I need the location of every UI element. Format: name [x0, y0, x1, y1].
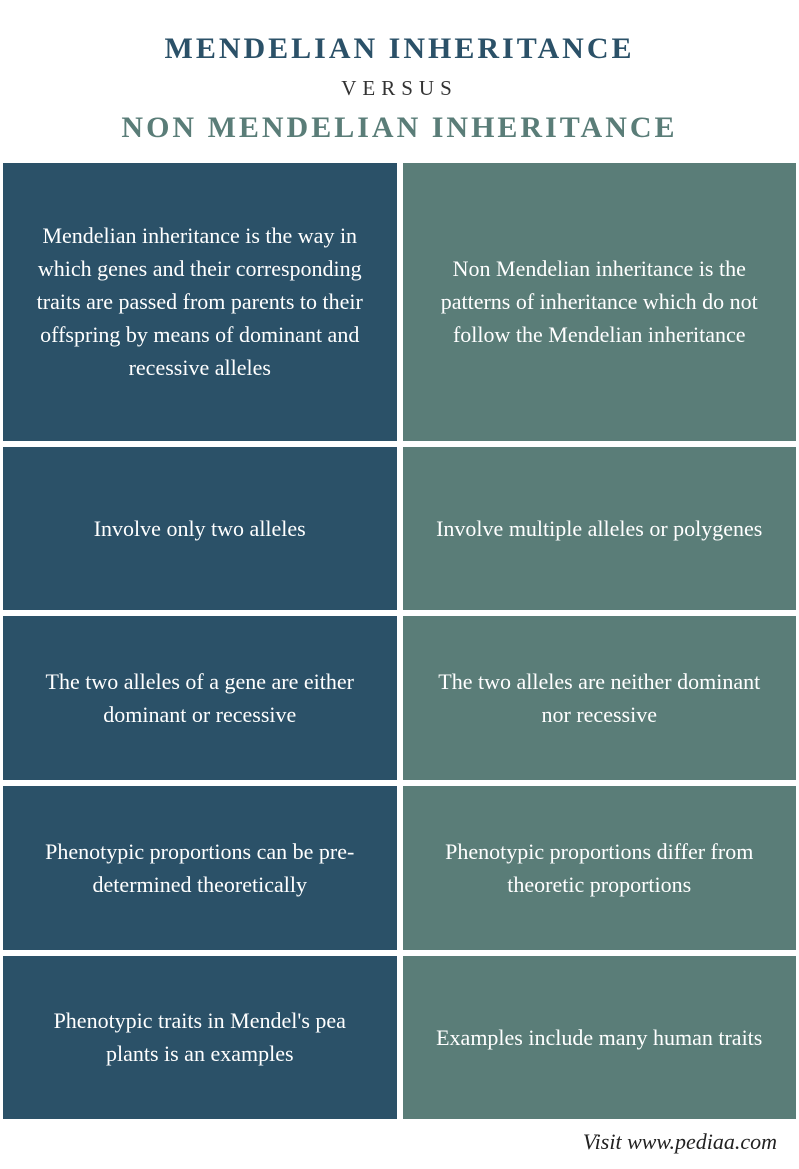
table-row: The two alleles of a gene are either dom… [3, 616, 796, 786]
header: MENDELIAN INHERITANCE VERSUS NON MENDELI… [0, 0, 799, 163]
cell-right: Examples include many human traits [403, 956, 797, 1120]
cell-left: Mendelian inheritance is the way in whic… [3, 163, 397, 441]
cell-right: The two alleles are neither dominant nor… [403, 616, 797, 780]
footer-text: Visit www.pediaa.com [0, 1119, 799, 1169]
cell-right: Non Mendelian inheritance is the pattern… [403, 163, 797, 441]
table-row: Phenotypic traits in Mendel's pea plants… [3, 956, 796, 1120]
cell-left: Involve only two alleles [3, 447, 397, 611]
cell-right: Involve multiple alleles or polygenes [403, 447, 797, 611]
table-row: Mendelian inheritance is the way in whic… [3, 163, 796, 447]
cell-right: Phenotypic proportions differ from theor… [403, 786, 797, 950]
cell-left: Phenotypic traits in Mendel's pea plants… [3, 956, 397, 1120]
title-bottom: NON MENDELIAN INHERITANCE [20, 111, 779, 145]
table-row: Phenotypic proportions can be pre-determ… [3, 786, 796, 956]
title-top: MENDELIAN INHERITANCE [20, 32, 779, 66]
table-row: Involve only two alleles Involve multipl… [3, 447, 796, 617]
cell-left: Phenotypic proportions can be pre-determ… [3, 786, 397, 950]
cell-left: The two alleles of a gene are either dom… [3, 616, 397, 780]
comparison-table: Mendelian inheritance is the way in whic… [0, 163, 799, 1119]
versus-label: VERSUS [20, 76, 779, 101]
